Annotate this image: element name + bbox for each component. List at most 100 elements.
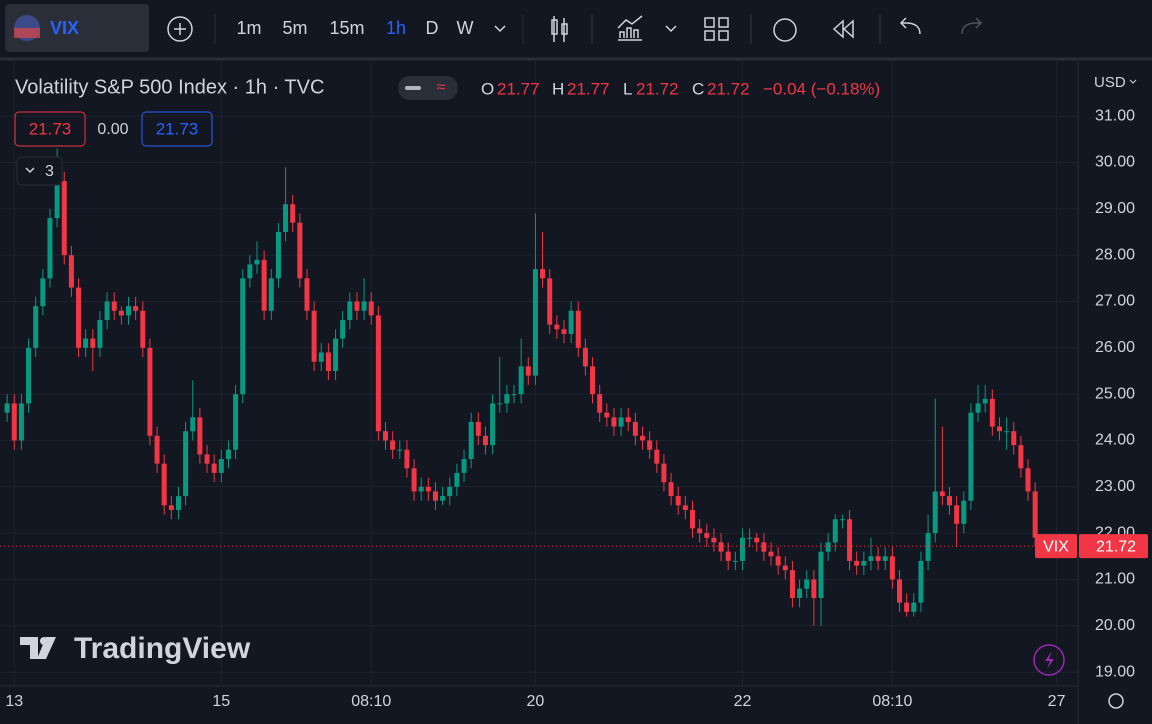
symbol-tag-box [1035, 534, 1077, 559]
candle-body [996, 426, 1002, 432]
candle-body [504, 394, 510, 404]
candle-body [118, 310, 124, 316]
settings-icon[interactable] [1108, 693, 1124, 709]
candle-body [390, 440, 396, 450]
redo-icon[interactable] [961, 17, 983, 35]
brand-text: TradingView [74, 632, 251, 665]
candle-body [375, 315, 381, 432]
candle-body [1025, 468, 1031, 492]
candle-body [340, 320, 346, 339]
candle-body [804, 579, 810, 589]
undo-icon[interactable] [899, 17, 921, 35]
candle-body [861, 560, 867, 566]
candle-body [889, 556, 895, 580]
candle-body [832, 519, 838, 543]
candle-body [383, 431, 389, 441]
candle-body [582, 347, 588, 367]
candle-body [725, 551, 731, 561]
candle-body [918, 560, 924, 603]
candle-body [175, 496, 181, 510]
candle-body [982, 398, 988, 404]
interval-dropdown[interactable] [494, 25, 506, 33]
candle-body [61, 181, 67, 256]
lightning-button[interactable] [1033, 644, 1065, 676]
candle-body [90, 338, 96, 348]
candle-body [225, 449, 231, 460]
candle-body [847, 519, 853, 561]
indicators-dropdown[interactable] [665, 25, 677, 33]
candle-body [290, 204, 296, 223]
candle-body [682, 505, 688, 510]
interval-button[interactable]: 1m [236, 18, 261, 38]
symbol-text: VIX [50, 18, 79, 38]
candle-body [440, 496, 446, 501]
candle-body [404, 449, 410, 469]
y-tick-label: 24.00 [1095, 432, 1135, 449]
add-icon[interactable] [167, 16, 193, 42]
candle-body [54, 181, 60, 219]
candle-body [147, 347, 153, 436]
indicators-icon[interactable] [617, 15, 643, 41]
y-tick-label: 31.00 [1095, 107, 1135, 124]
candle-body [126, 306, 132, 316]
candle-body [11, 403, 17, 441]
candle-body [761, 542, 767, 552]
x-tick-label: 27 [1048, 693, 1066, 710]
candles-icon[interactable] [551, 16, 568, 42]
candle-body [461, 459, 467, 473]
candle-body [311, 310, 317, 362]
candle-body [525, 366, 531, 376]
ask-box[interactable] [141, 111, 213, 147]
candle-body [782, 565, 788, 571]
interval-button[interactable]: 1h [386, 18, 406, 38]
chevron [25, 167, 35, 174]
alert-icon[interactable] [773, 18, 797, 42]
candle-body [297, 222, 303, 279]
y-tick-label: 19.00 [1095, 663, 1135, 680]
candle-body [275, 232, 281, 279]
interval-button[interactable]: 15m [329, 18, 364, 38]
candle-body [318, 352, 324, 362]
candle-body [739, 537, 745, 561]
candle-body [597, 394, 603, 413]
candle-body [333, 338, 339, 371]
x-tick-label: 22 [734, 693, 752, 710]
toggle-wave: ≈ [437, 79, 446, 96]
candle-body [954, 505, 960, 524]
candle-body [811, 579, 817, 598]
candle-body [111, 301, 117, 311]
candle-body [418, 486, 424, 492]
candle-body [961, 500, 967, 524]
candle-body [775, 556, 781, 566]
indicator-toggle[interactable] [16, 156, 63, 186]
candle-body [18, 403, 24, 441]
flag-stripes [14, 28, 40, 38]
interval-button[interactable]: 5m [282, 18, 307, 38]
brand-dot [40, 637, 48, 645]
interval-button[interactable]: W [457, 18, 474, 38]
legend-toggle[interactable] [398, 76, 458, 100]
candle-body [1018, 445, 1024, 469]
symbol-button[interactable] [5, 4, 149, 52]
candle-body [40, 278, 46, 307]
last-price-label: 21.72 [1096, 538, 1136, 555]
currency[interactable]: USD [1094, 74, 1126, 91]
candle-body [932, 491, 938, 534]
candle-body [47, 218, 53, 279]
candle-body [554, 324, 560, 330]
c-value: 21.72 [707, 79, 750, 98]
symbol-tag: VIX [1043, 538, 1069, 555]
candle-body [325, 352, 331, 371]
candle-body [454, 472, 460, 487]
candle-body [183, 431, 189, 497]
candle-body [904, 602, 910, 612]
candle-body [254, 259, 260, 265]
interval-button[interactable]: D [426, 18, 439, 38]
candle-body [789, 570, 795, 598]
bid-box[interactable] [14, 111, 86, 147]
layout-icon[interactable] [704, 17, 729, 41]
replay-icon[interactable] [832, 19, 854, 39]
candle-body [432, 491, 438, 501]
spread: 0.00 [97, 121, 128, 138]
